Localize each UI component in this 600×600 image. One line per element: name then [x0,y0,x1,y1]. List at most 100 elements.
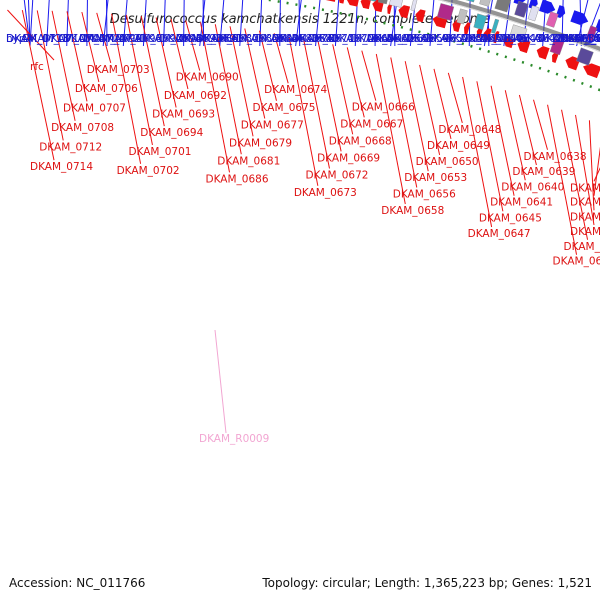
callout-line [374,0,377,47]
gene-label-forward: DKAM_0612 [560,33,600,45]
callout-line [404,61,429,172]
callout-line [142,0,147,47]
cog-block-inner [549,38,565,56]
callout-line [258,30,277,101]
cog-block-inner [456,8,468,25]
callout-line [102,0,109,47]
backbone-arc [437,0,600,53]
gene-label-reverse: DKAM_0653 [404,172,467,184]
reverse-gene-arrow [346,0,359,7]
gene-label-reverse: DKAM_0703 [87,64,150,76]
forward-gene-arrow [539,0,556,14]
reverse-gene-arrow [325,0,336,2]
cog-block-outer [527,5,540,22]
cog-block-inner [388,0,403,8]
callout-line [490,85,515,196]
gene-label-reverse: DKAM_0714 [30,161,93,173]
callout-line [518,94,537,166]
callout-line [7,9,55,61]
gene-label-reverse: DKAM_0666 [352,102,415,114]
gene-label-forward: DKAM_0662 [351,33,414,45]
callout-line [27,0,31,47]
callout-line [36,10,64,141]
gene-label-reverse: DKAM_0707 [63,102,126,114]
gene-label-reverse: DKAM_0639 [512,166,575,178]
callout-line [354,0,358,47]
cog-block-outer [585,25,598,42]
gene-label-reverse: DKAM_0649 [427,140,490,152]
callout-line [122,0,128,47]
callout-line [66,11,88,102]
callout-line [393,0,396,47]
callout-line [239,0,244,47]
reverse-gene-arrow [583,63,600,79]
gene-label-reverse: DKAM_0634 [564,241,600,253]
callout-line [279,0,281,47]
gene-label-reverse: DKAM_0693 [152,108,215,120]
gene-label-forward: DKAM_0657 [406,33,469,45]
callout-line [298,0,301,47]
callout-line [185,20,201,71]
callout-line [219,0,225,47]
callout-line [202,0,205,47]
gene-label-forward: DKAM_0652 [426,33,489,45]
gene-label-forward: DKAM_0642 [499,33,562,45]
gene-label-reverse: DKAM_0675 [252,102,315,114]
callout-line [214,24,242,155]
callout-line [449,0,453,47]
backbone-highlight [438,0,600,53]
gene-label-reverse: DKAM_0706 [75,83,138,95]
callout-line [483,0,493,47]
callout-line [575,114,595,226]
gene-label-forward: DKAM_0715 [6,33,69,45]
gene-label-forward: DKAM_0691 [180,33,243,45]
gene-label-forward: DKAM_0688 [176,33,239,45]
gene-label-forward: DKAM_0696 [140,33,203,45]
reverse-gene-arrow [360,0,371,10]
cog-block-inner [576,47,594,66]
gene-label-forward: DKAM_0661 [371,33,434,45]
gene-label-reverse: DKAM_0677 [241,119,304,131]
gene-label-reverse: DKAM_0637 [553,256,600,268]
gene-label-forward: DKAM_0678 [272,33,335,45]
gene-label-forward: DKAM_0687 [196,33,259,45]
gene-label-forward: DKAM_0700 [83,33,146,45]
gene-label-forward: DKAM_0651 [445,33,508,45]
callout-line [295,0,302,47]
callout-line [140,16,165,127]
callout-line [579,0,582,47]
callout-line [81,11,100,83]
accession-text: Accession: NC_011766 [9,576,146,590]
callout-line [462,76,493,228]
genome-summary-text: Topology: circular; Length: 1,365,223 bp… [262,576,592,590]
gene-label-reverse: DKAM_0708 [51,122,114,134]
gene-label-forward: DKAM_0695 [160,33,223,45]
gene-label-forward: DKAM_0671 [292,33,355,45]
callout-line [503,0,511,47]
callout-line [163,0,166,47]
cog-block-outer [479,0,491,7]
reverse-gene-arrow [398,5,411,19]
reverse-gene-arrow [339,0,345,4]
callout-line [504,90,526,181]
reverse-gene-arrow [536,45,550,60]
gene-label-forward: DKAM_0685 [216,33,279,45]
gene-label-reverse: DKAM_0641 [490,197,553,209]
gene-label-forward: DKAM_0613 [560,33,600,45]
callout-line [273,33,289,84]
gene-label-reverse: DKAM_0656 [393,189,456,201]
callout-line [547,104,578,255]
callout-line [593,167,600,182]
callout-line [588,120,595,211]
gene-label-forward: DKAM_0698 [99,33,162,45]
reverse-gene-arrow [517,39,531,54]
gene-label-reverse: DKAM_0694 [140,127,203,139]
forward-gene-arrow [528,0,538,9]
gene-label-forward: DKAM_0699 [79,33,142,45]
gene-label-forward: DKAM_0660 [367,33,430,45]
callout-line [375,53,406,205]
reverse-gene-arrow [483,28,492,41]
callout-line [125,14,153,146]
gene-label-forward: DKAM_0684 [236,33,299,45]
